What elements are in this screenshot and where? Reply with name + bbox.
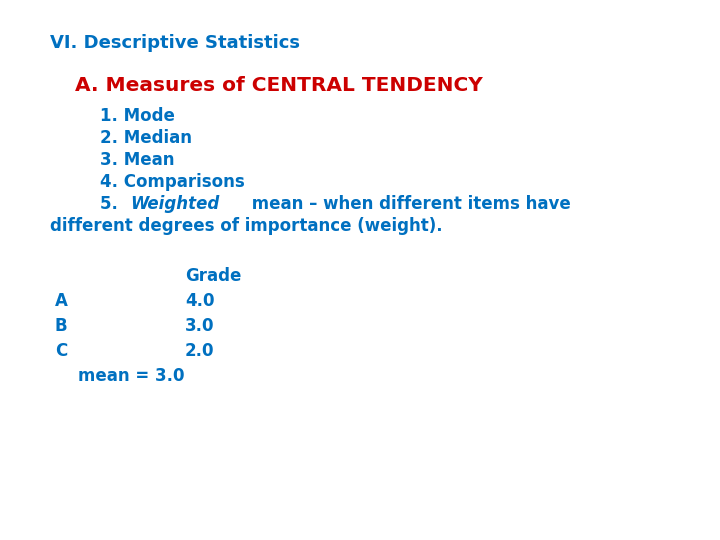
Text: 3. Mean: 3. Mean xyxy=(100,151,174,169)
Text: VI. Descriptive Statistics: VI. Descriptive Statistics xyxy=(50,34,300,52)
Text: 2.0: 2.0 xyxy=(185,342,215,360)
Text: mean = 3.0: mean = 3.0 xyxy=(78,367,184,385)
Text: 4. Comparisons: 4. Comparisons xyxy=(100,173,245,191)
Text: 5.: 5. xyxy=(100,195,124,213)
Text: A. Measures of CENTRAL TENDENCY: A. Measures of CENTRAL TENDENCY xyxy=(75,76,482,95)
Text: mean – when different items have: mean – when different items have xyxy=(246,195,570,213)
Text: A: A xyxy=(55,292,68,310)
Text: Grade: Grade xyxy=(185,267,241,285)
Text: 2. Median: 2. Median xyxy=(100,129,192,147)
Text: B: B xyxy=(55,317,68,335)
Text: 4.0: 4.0 xyxy=(185,292,215,310)
Text: C: C xyxy=(55,342,67,360)
Text: Weighted: Weighted xyxy=(130,195,220,213)
Text: different degrees of importance (weight).: different degrees of importance (weight)… xyxy=(50,217,443,235)
Text: 1. Mode: 1. Mode xyxy=(100,107,175,125)
Text: 3.0: 3.0 xyxy=(185,317,215,335)
